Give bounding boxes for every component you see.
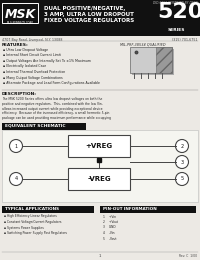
Bar [68,168,130,190]
Text: ▪ High Efficiency Linear Regulators: ▪ High Efficiency Linear Regulators [4,214,57,218]
Text: 1    +Vin: 1 +Vin [103,214,116,218]
Text: The MSK 5200 Series offers ultra low dropout voltages on both the: The MSK 5200 Series offers ultra low dro… [2,97,102,101]
Text: 3 AMP, ULTRA LOW DROPOUT: 3 AMP, ULTRA LOW DROPOUT [44,12,134,17]
Text: 4    -Vin: 4 -Vin [103,231,114,235]
Text: Rev. C  1/00: Rev. C 1/00 [179,254,197,258]
Text: ▪ Electrically Isolated Case: ▪ Electrically Isolated Case [3,64,46,68]
Text: ▪ Ultra Low Dropout Voltage: ▪ Ultra Low Dropout Voltage [3,48,48,52]
Text: 2: 2 [180,144,184,148]
Bar [2,130,198,202]
Text: 2    +Vout: 2 +Vout [103,220,118,224]
Text: 4: 4 [14,177,18,181]
Text: SERIES: SERIES [167,28,185,32]
Text: FIXED VOLTAGE REGULATORS: FIXED VOLTAGE REGULATORS [44,18,134,23]
Circle shape [176,140,188,153]
Bar [156,47,172,73]
Circle shape [10,140,22,153]
Text: ▪ Many Output Voltage Combinations: ▪ Many Output Voltage Combinations [3,75,63,80]
Text: DID-0051 CERTIFIED BY DSCC: DID-0051 CERTIFIED BY DSCC [153,1,198,5]
Text: 1: 1 [14,144,18,148]
Text: +VREG: +VREG [85,143,113,149]
Bar [130,47,172,73]
Text: ▪ Internal Short Circuit Current Limit: ▪ Internal Short Circuit Current Limit [3,54,61,57]
Text: MSK: MSK [4,8,36,21]
Text: positive and negative regulators.  This, combined with the low Vin,: positive and negative regulators. This, … [2,102,103,106]
Text: ▪ Switching Power Supply Post Regulators: ▪ Switching Power Supply Post Regulators [4,231,67,235]
Text: ▪ Systems Power Supplies: ▪ Systems Power Supplies [4,225,44,230]
Text: TYPICAL APPLICATIONS: TYPICAL APPLICATIONS [5,207,59,211]
Bar [132,49,174,75]
Text: 4707 Bay Road, Liverpool, N.Y. 13088: 4707 Bay Road, Liverpool, N.Y. 13088 [2,38,62,42]
Bar [68,135,130,157]
Text: 5200: 5200 [157,2,200,22]
Text: 5    -Vout: 5 -Vout [103,237,116,240]
Text: package can be used providing maximum performance while occupying: package can be used providing maximum pe… [2,116,111,120]
Bar [2,3,38,23]
Circle shape [10,172,22,185]
Text: ▪ Constant Voltage/Current Regulators: ▪ Constant Voltage/Current Regulators [4,220,62,224]
Text: ▪ Output Voltages Are Internally Set To ±1% Maximum: ▪ Output Voltages Are Internally Set To … [3,59,91,63]
Text: MIL-PRF-38534 QUALIFIED: MIL-PRF-38534 QUALIFIED [120,43,166,47]
Text: 3    GND: 3 GND [103,225,116,230]
Text: M.S.KENNEDY CORP.: M.S.KENNEDY CORP. [7,21,33,24]
Bar [0,0,200,36]
Circle shape [176,172,188,185]
Circle shape [176,155,188,168]
Text: DESCRIPTION:: DESCRIPTION: [2,92,37,96]
Text: (315) 701-6751: (315) 701-6751 [172,38,198,42]
Text: FEATURES:: FEATURES: [2,43,29,47]
Text: 1: 1 [99,254,101,258]
Text: 3: 3 [180,159,184,165]
Text: ▪ Alternate Package and Lead Form Configurations Available: ▪ Alternate Package and Lead Form Config… [3,81,100,85]
Text: DUAL POSITIVE/NEGATIVE,: DUAL POSITIVE/NEGATIVE, [44,6,126,11]
Text: allows increased output current while providing exceptional device: allows increased output current while pr… [2,107,103,110]
Text: ▪ Internal Thermal Overload Protection: ▪ Internal Thermal Overload Protection [3,70,65,74]
Bar [2,206,94,212]
Text: -VREG: -VREG [87,176,111,182]
Text: EQUIVALENT SCHEMATIC: EQUIVALENT SCHEMATIC [5,124,66,128]
Text: 5: 5 [180,177,184,181]
Text: efficiency.  Because of the increased efficiency, a small hermetic 5-pin: efficiency. Because of the increased eff… [2,111,109,115]
Text: PIN-OUT INFORMATION: PIN-OUT INFORMATION [103,207,157,211]
Bar [100,206,196,212]
Bar [2,123,86,129]
